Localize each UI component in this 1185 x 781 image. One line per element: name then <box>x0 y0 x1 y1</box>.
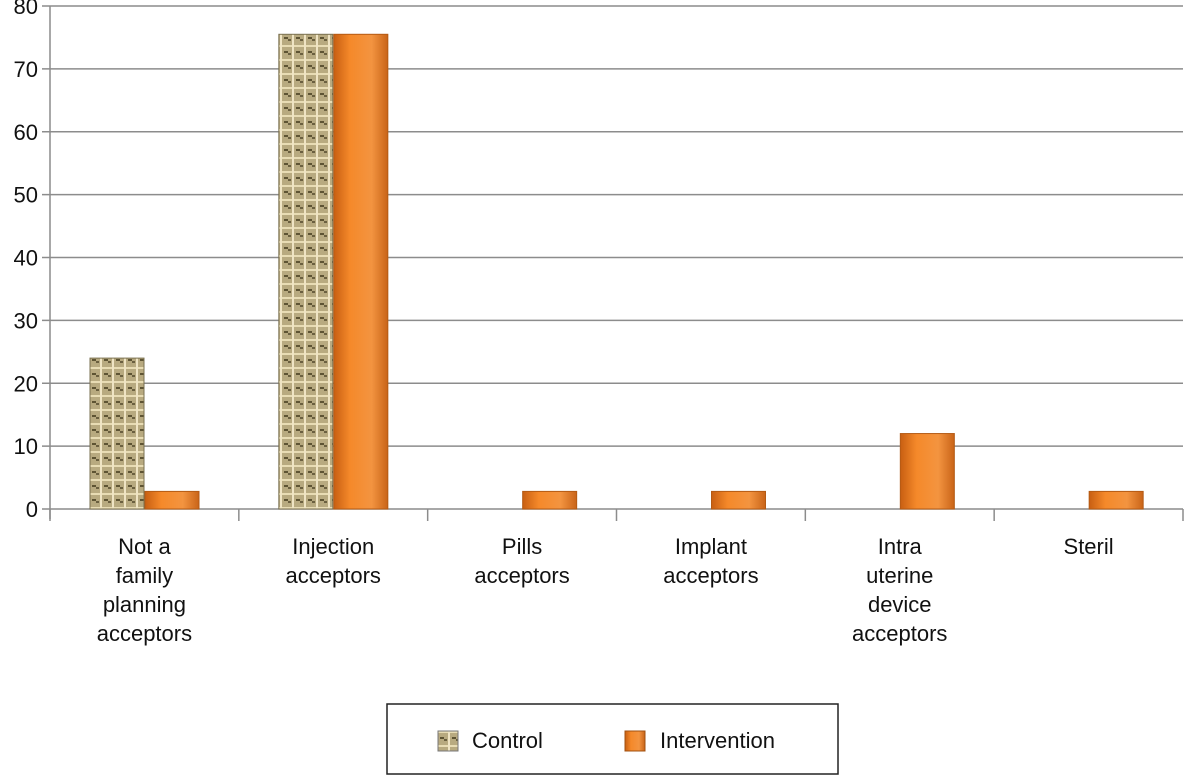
bar-control <box>89 357 145 510</box>
x-tick-label-line: acceptors <box>852 621 947 646</box>
x-tick-label-line: family <box>116 563 173 588</box>
x-tick-label-line: acceptors <box>286 563 381 588</box>
x-tick-label-line: device <box>868 592 932 617</box>
bar-intervention <box>333 33 389 510</box>
bar-intervention <box>899 433 955 510</box>
x-tick-label: Injection acceptors <box>286 534 381 588</box>
y-tick-label: 70 <box>14 57 38 82</box>
x-tick-label-line: Not a <box>118 534 171 559</box>
x-tick-label-line: Implant <box>675 534 747 559</box>
x-tick-label-line: Pills <box>502 534 542 559</box>
x-tick-label: Intra uterine device acceptors <box>852 534 947 646</box>
x-tick-label-line: acceptors <box>97 621 192 646</box>
bar-intervention <box>1088 490 1144 510</box>
bar-intervention <box>711 490 766 510</box>
y-tick-label: 40 <box>14 246 38 271</box>
legend-box <box>386 703 839 775</box>
y-tick-label: 30 <box>14 308 38 333</box>
x-tick-label: Implant acceptors <box>663 534 758 588</box>
x-tick-label-line: Intra <box>878 534 923 559</box>
y-tick-label: 10 <box>14 434 38 459</box>
x-tick-label-line: Steril <box>1064 534 1114 559</box>
legend-swatch-intervention <box>624 730 646 752</box>
y-tick-label: 50 <box>14 183 38 208</box>
x-tick-label-line: planning <box>103 592 186 617</box>
y-tick-label: 0 <box>26 497 38 522</box>
legend-label-intervention: Intervention <box>660 728 775 753</box>
x-tick-label-line: acceptors <box>474 563 569 588</box>
y-tick-label: 60 <box>14 120 38 145</box>
legend-label-control: Control <box>472 728 543 753</box>
legend-swatch-control <box>437 730 459 752</box>
y-tick-label: 20 <box>14 371 38 396</box>
bar-intervention <box>522 490 578 510</box>
y-tick-label: 80 <box>14 0 38 19</box>
x-tick-label: Not a family planning acceptors <box>97 534 192 646</box>
x-tick-label-line: uterine <box>866 563 933 588</box>
bar-control <box>278 33 334 510</box>
x-tick-label: Steril <box>1064 534 1114 559</box>
x-tick-label-line: Injection <box>292 534 374 559</box>
x-tick-label-line: acceptors <box>663 563 758 588</box>
x-tick-label: Pills acceptors <box>474 534 569 588</box>
legend: Control Intervention <box>386 703 839 775</box>
bar-intervention <box>144 490 200 510</box>
